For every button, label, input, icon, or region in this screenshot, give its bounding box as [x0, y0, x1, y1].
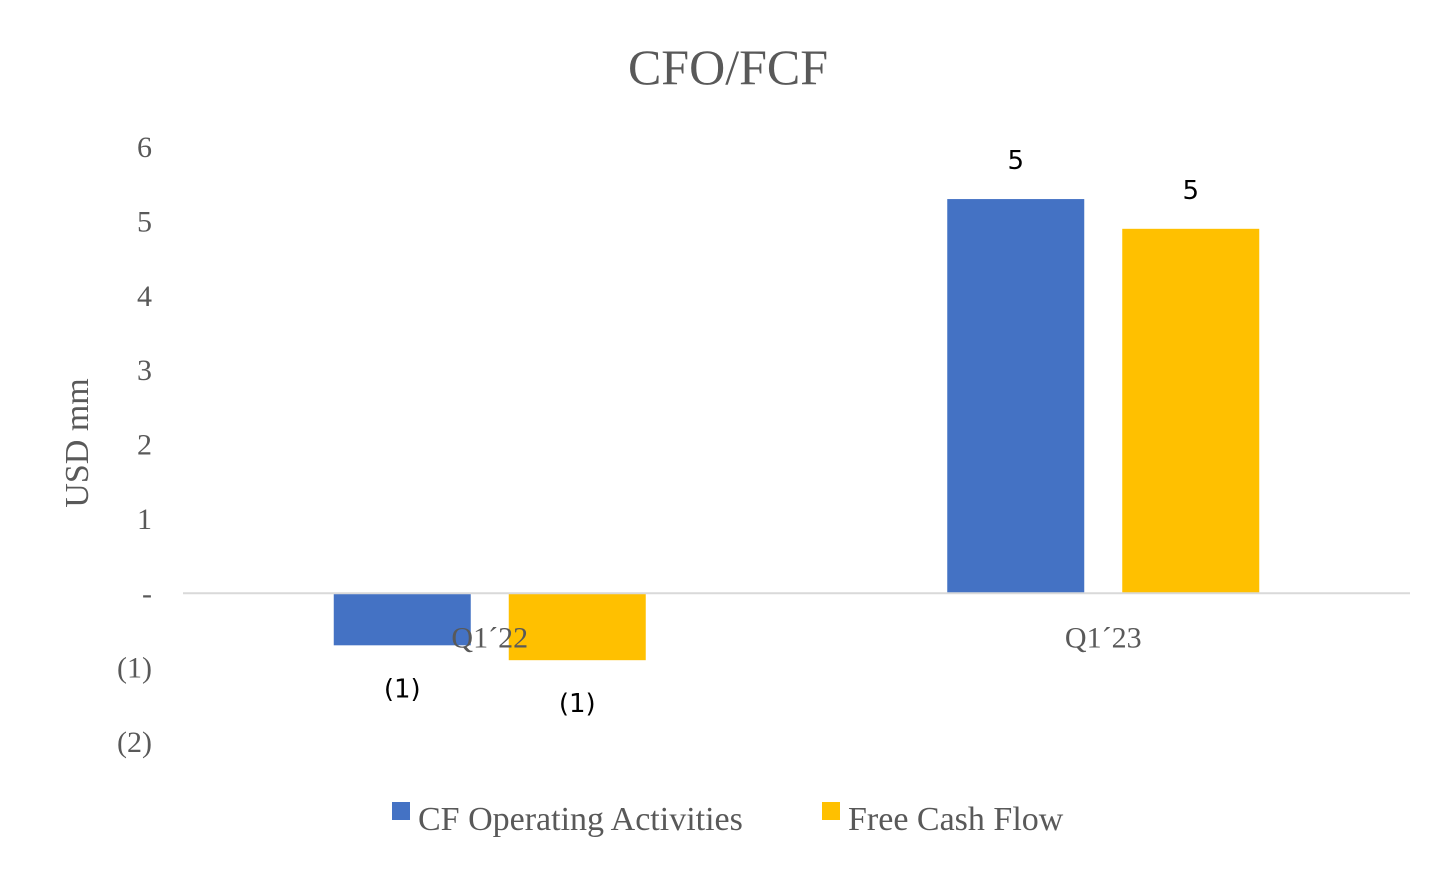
y-axis-ticks: 6 5 4 3 2 1 - (1) (2)	[117, 131, 152, 759]
legend-label: Free Cash Flow	[848, 801, 1064, 838]
y-tick-label: (1)	[117, 652, 152, 685]
bar	[1122, 228, 1260, 594]
y-tick-label: 2	[137, 429, 152, 462]
y-tick-label: 5	[137, 205, 152, 238]
y-tick-label: (2)	[117, 726, 152, 759]
data-label: (1)	[559, 689, 596, 719]
legend-swatch	[392, 802, 410, 820]
y-tick-label: 3	[137, 354, 152, 387]
data-label: 5	[1182, 176, 1199, 206]
x-axis-ticks: Q1´22 Q1´23	[451, 621, 1141, 654]
legend: CF Operating Activities Free Cash Flow	[392, 801, 1064, 838]
y-axis-label: USD mm	[59, 378, 96, 507]
chart-title: CFO/FCF	[628, 39, 828, 95]
bars	[333, 199, 1260, 661]
bar	[508, 593, 646, 661]
x-tick-label: Q1´23	[1065, 621, 1142, 654]
legend-label: CF Operating Activities	[418, 801, 743, 838]
data-label: 5	[1007, 146, 1024, 176]
y-tick-label: 6	[137, 131, 152, 164]
bar	[333, 593, 471, 646]
data-label: (1)	[384, 674, 421, 704]
legend-swatch	[822, 802, 840, 820]
x-tick-label: Q1´22	[451, 621, 528, 654]
y-tick-label: -	[142, 577, 152, 610]
y-tick-label: 4	[137, 280, 152, 313]
y-tick-label: 1	[137, 503, 152, 536]
data-labels: (1) (1) 5 5	[384, 146, 1199, 719]
bar	[947, 199, 1085, 594]
